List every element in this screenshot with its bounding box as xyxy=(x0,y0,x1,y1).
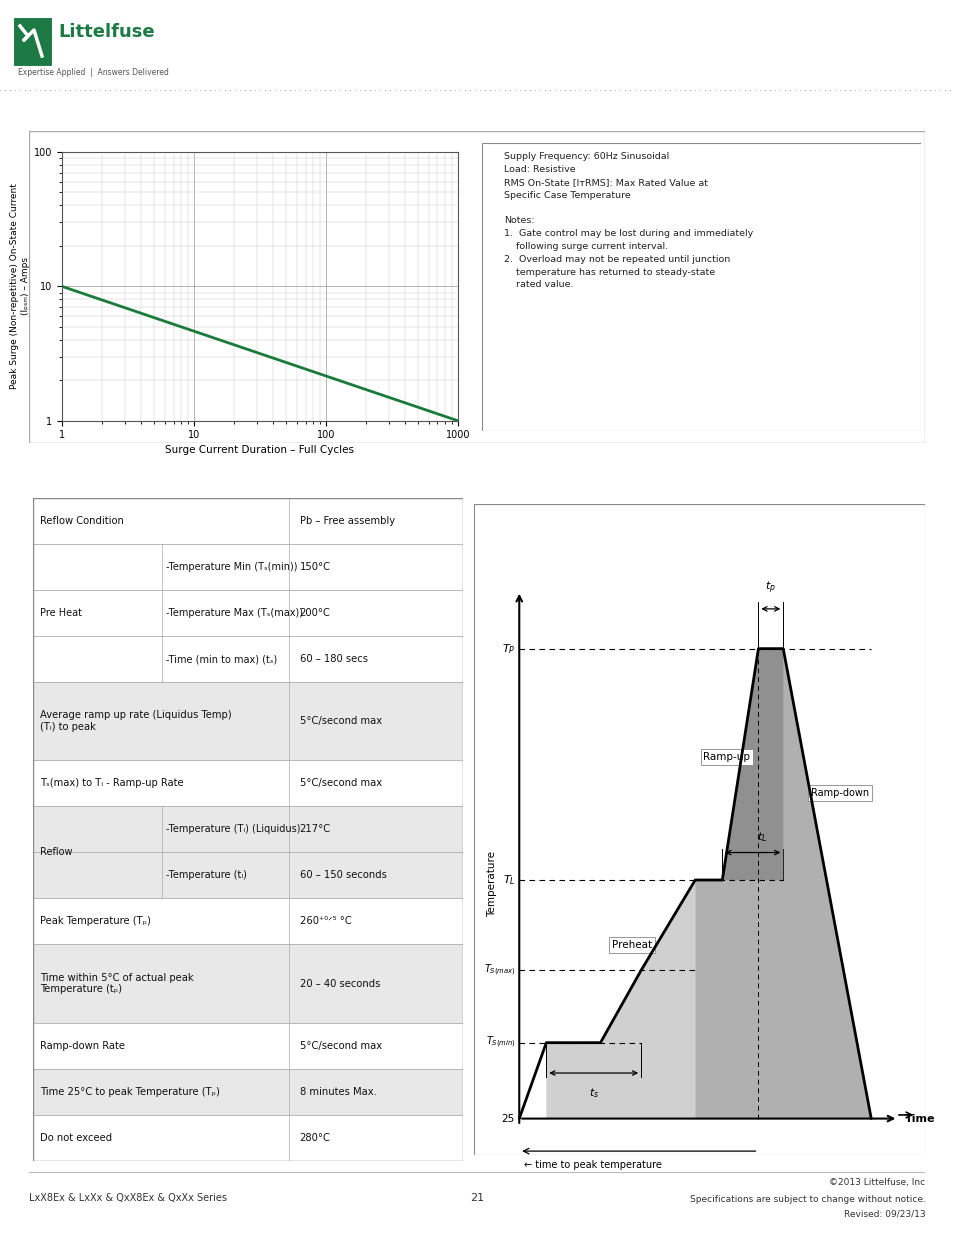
Text: Do not exceed: Do not exceed xyxy=(40,1132,112,1142)
Text: 150°C: 150°C xyxy=(299,562,330,572)
Text: 280°C: 280°C xyxy=(299,1132,330,1142)
Text: Reflow Condition: Reflow Condition xyxy=(40,516,124,526)
Text: -Temperature (tₗ): -Temperature (tₗ) xyxy=(167,871,247,881)
Text: $t_L$: $t_L$ xyxy=(756,830,766,844)
Text: $t_s$: $t_s$ xyxy=(588,1086,598,1100)
Text: -Temperature Min (Tₛ(min)): -Temperature Min (Tₛ(min)) xyxy=(167,562,297,572)
Bar xyxy=(33,898,462,945)
Text: Specifications are subject to change without notice.: Specifications are subject to change wit… xyxy=(689,1194,924,1204)
Bar xyxy=(33,1068,462,1115)
Text: Supply Frequency: 60Hz Sinusoidal
Load: Resistive
RMS On-State [IᴛRMS]: Max Rate: Supply Frequency: 60Hz Sinusoidal Load: … xyxy=(503,152,752,289)
Text: Soldering Parameters: Soldering Parameters xyxy=(37,469,182,482)
Text: Expertise Applied  |  Answers Delivered: Expertise Applied | Answers Delivered xyxy=(18,68,169,78)
Text: -Time (min to max) (tₛ): -Time (min to max) (tₛ) xyxy=(167,655,277,664)
Bar xyxy=(33,806,462,852)
Text: Teccor® brand Thyristors: Teccor® brand Thyristors xyxy=(230,15,568,40)
FancyBboxPatch shape xyxy=(13,17,53,67)
Text: -Temperature (Tₗ) (Liquidus): -Temperature (Tₗ) (Liquidus) xyxy=(167,825,300,835)
Text: 60 – 150 seconds: 60 – 150 seconds xyxy=(299,871,386,881)
Text: 5°C/second max: 5°C/second max xyxy=(299,778,381,788)
Bar xyxy=(33,682,462,761)
Text: 21: 21 xyxy=(470,1193,483,1203)
Text: Revised: 09/23/13: Revised: 09/23/13 xyxy=(842,1210,924,1219)
Text: Reflow: Reflow xyxy=(40,847,72,857)
Text: Time 25°C to peak Temperature (Tₚ): Time 25°C to peak Temperature (Tₚ) xyxy=(40,1087,219,1097)
Bar xyxy=(33,636,462,682)
Polygon shape xyxy=(695,648,870,1119)
Text: 8 minutes Max.: 8 minutes Max. xyxy=(299,1087,376,1097)
Text: Time: Time xyxy=(904,1114,935,1124)
Text: Pb – Free assembly: Pb – Free assembly xyxy=(299,516,395,526)
Text: 20 – 40 seconds: 20 – 40 seconds xyxy=(299,978,379,989)
Text: ©2013 Littelfuse, Inc: ©2013 Littelfuse, Inc xyxy=(828,1178,924,1187)
Bar xyxy=(33,498,462,543)
Text: Preheat: Preheat xyxy=(612,940,652,950)
Bar xyxy=(33,1115,462,1161)
Polygon shape xyxy=(721,648,782,881)
Bar xyxy=(474,504,924,1155)
Bar xyxy=(33,852,462,898)
Text: 60 – 180 secs: 60 – 180 secs xyxy=(299,655,367,664)
Text: Tₛ(max) to Tₗ - Ramp-up Rate: Tₛ(max) to Tₗ - Ramp-up Rate xyxy=(40,778,183,788)
Text: ← time to peak temperature: ← time to peak temperature xyxy=(523,1160,661,1170)
Text: Time within 5°C of actual peak
Temperature (tₚ): Time within 5°C of actual peak Temperatu… xyxy=(40,973,193,994)
Text: Peak Temperature (Tₚ): Peak Temperature (Tₚ) xyxy=(40,916,151,926)
Y-axis label: Peak Surge (Non-repetitive) On-State Current
(Iₚₛₘ) – Amps: Peak Surge (Non-repetitive) On-State Cur… xyxy=(10,184,30,389)
Text: 0.8 Amp Sensitive & Standard Triacs: 0.8 Amp Sensitive & Standard Triacs xyxy=(230,49,508,64)
Text: LxX8Ex & LxXx & QxX8Ex & QxXx Series: LxX8Ex & LxXx & QxX8Ex & QxXx Series xyxy=(29,1193,227,1203)
FancyBboxPatch shape xyxy=(6,4,210,80)
Text: 200°C: 200°C xyxy=(299,608,330,618)
Text: Temperature: Temperature xyxy=(487,851,497,916)
X-axis label: Surge Current Duration – Full Cycles: Surge Current Duration – Full Cycles xyxy=(165,445,355,454)
Text: 217°C: 217°C xyxy=(299,825,331,835)
Polygon shape xyxy=(782,648,870,1119)
Text: Average ramp up rate (Liquidus Temp)
(Tₗ) to peak: Average ramp up rate (Liquidus Temp) (Tₗ… xyxy=(40,710,232,732)
Bar xyxy=(33,945,462,1023)
Text: 5°C/second max: 5°C/second max xyxy=(299,1041,381,1051)
Text: $t_p$: $t_p$ xyxy=(764,579,776,595)
Text: $T_P$: $T_P$ xyxy=(501,642,516,656)
Bar xyxy=(33,543,462,590)
Text: $T_L$: $T_L$ xyxy=(502,873,516,887)
Bar xyxy=(33,590,462,636)
Text: Ramp-up: Ramp-up xyxy=(702,752,750,762)
Bar xyxy=(33,761,462,806)
Text: Ramp-down: Ramp-down xyxy=(810,788,868,798)
Text: $T_{S(min)}$: $T_{S(min)}$ xyxy=(485,1035,516,1050)
Polygon shape xyxy=(546,881,695,1119)
Text: -Temperature Max (Tₛ(max)): -Temperature Max (Tₛ(max)) xyxy=(167,608,303,618)
Text: Littelfuse: Littelfuse xyxy=(58,23,154,41)
Text: 260⁺⁰ᐟ⁵ °C: 260⁺⁰ᐟ⁵ °C xyxy=(299,916,351,926)
Text: Ramp-down Rate: Ramp-down Rate xyxy=(40,1041,125,1051)
Bar xyxy=(33,1023,462,1068)
Text: Pre Heat: Pre Heat xyxy=(40,608,82,618)
Text: 5°C/second max: 5°C/second max xyxy=(299,716,381,726)
Text: Figure 9: Surge Peak On-State Current vs. Number of Cycles: Figure 9: Surge Peak On-State Current vs… xyxy=(37,114,415,124)
Text: $T_{S(max)}$: $T_{S(max)}$ xyxy=(483,962,516,978)
Text: 25: 25 xyxy=(501,1114,515,1124)
